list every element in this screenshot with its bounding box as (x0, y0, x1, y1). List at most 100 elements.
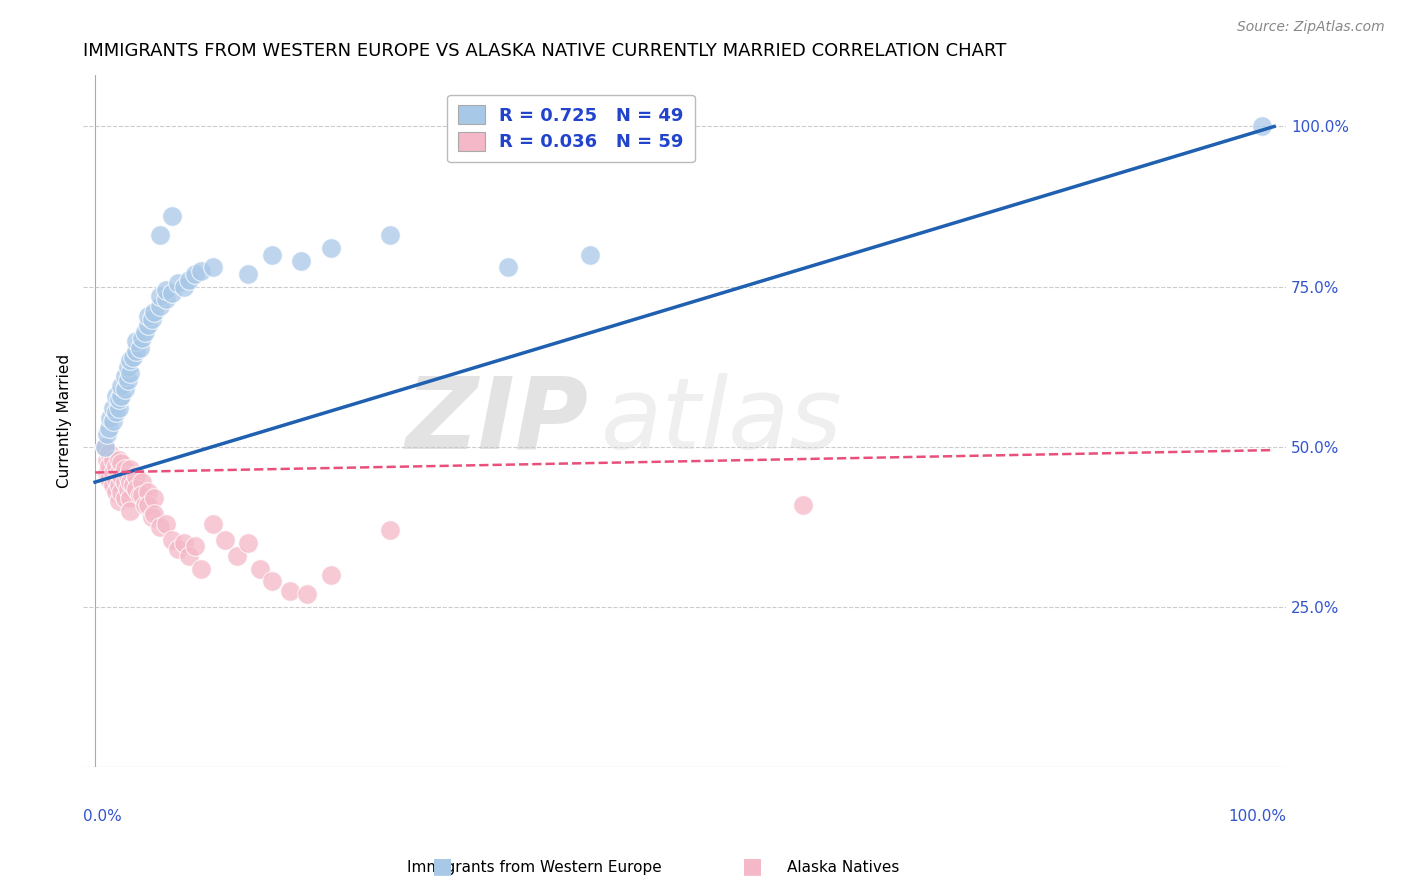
Point (136, 484, 159, 499)
Point (160, 286, 183, 301)
Point (225, 549, 247, 563)
Point (107, 452, 129, 467)
Point (125, 468, 148, 483)
Point (155, 516, 177, 531)
Point (290, 254, 312, 268)
Point (101, 478, 124, 492)
Point (131, 475, 153, 489)
Point (319, 568, 342, 582)
Point (120, 353, 142, 368)
Point (101, 401, 124, 416)
Point (134, 498, 156, 512)
Point (117, 482, 139, 496)
Point (120, 504, 142, 518)
Point (128, 488, 150, 502)
Point (96, 466, 118, 480)
Point (107, 392, 129, 406)
Text: Source: ZipAtlas.com: Source: ZipAtlas.com (1237, 20, 1385, 34)
Text: Immigrants from Western Europe: Immigrants from Western Europe (406, 861, 662, 875)
Point (160, 209, 183, 223)
Text: IMMIGRANTS FROM WESTERN EUROPE VS ALASKA NATIVE CURRENTLY MARRIED CORRELATION CH: IMMIGRANTS FROM WESTERN EUROPE VS ALASKA… (83, 42, 1007, 60)
Point (136, 309, 159, 323)
Point (114, 491, 136, 505)
Point (190, 263, 212, 277)
Point (260, 574, 283, 589)
Legend: R = 0.725   N = 49, R = 0.036   N = 59: R = 0.725 N = 49, R = 0.036 N = 59 (447, 95, 695, 162)
Point (214, 533, 236, 547)
Point (100, 411, 122, 425)
Point (131, 488, 153, 502)
Point (136, 498, 159, 512)
Point (117, 468, 139, 483)
Point (105, 459, 128, 474)
Point (98, 459, 121, 474)
Point (143, 491, 166, 505)
Point (155, 293, 177, 307)
Point (238, 267, 260, 281)
Point (128, 341, 150, 355)
Point (117, 359, 139, 374)
Point (179, 549, 201, 563)
Point (249, 561, 271, 575)
Point (260, 247, 283, 261)
Point (125, 482, 148, 496)
Point (579, 247, 602, 261)
Point (149, 299, 172, 313)
Point (125, 343, 148, 358)
Point (110, 389, 132, 403)
Point (149, 520, 172, 534)
Point (114, 462, 136, 476)
Point (121, 478, 143, 492)
Point (98, 472, 121, 486)
Point (141, 510, 163, 524)
Point (120, 366, 142, 380)
Point (278, 584, 301, 599)
Point (121, 350, 143, 364)
Point (378, 228, 401, 243)
Point (107, 401, 129, 416)
Point (134, 325, 156, 339)
Y-axis label: Currently Married: Currently Married (58, 354, 72, 488)
Point (105, 389, 128, 403)
Point (93, 440, 115, 454)
Point (93, 440, 115, 454)
Text: 0.0%: 0.0% (83, 809, 122, 824)
Point (114, 382, 136, 396)
Point (110, 379, 132, 393)
Point (96, 427, 118, 442)
Point (149, 228, 172, 243)
Point (190, 561, 212, 575)
Point (792, 498, 814, 512)
Point (120, 491, 142, 505)
Text: 100.0%: 100.0% (1227, 809, 1286, 824)
Point (173, 279, 195, 293)
Point (107, 466, 129, 480)
Point (114, 475, 136, 489)
Text: ZIP: ZIP (405, 373, 589, 470)
Point (110, 484, 132, 499)
Point (143, 507, 166, 521)
Point (101, 414, 124, 428)
Point (160, 533, 183, 547)
Point (117, 373, 139, 387)
Point (107, 494, 129, 508)
Point (101, 452, 124, 467)
Point (105, 472, 128, 486)
Point (136, 318, 159, 332)
Point (98, 446, 121, 460)
Point (96, 452, 118, 467)
Point (107, 478, 129, 492)
Point (110, 468, 132, 483)
Point (155, 283, 177, 297)
Point (201, 516, 224, 531)
Point (141, 311, 163, 326)
Point (101, 466, 124, 480)
Point (201, 260, 224, 275)
Point (120, 462, 142, 476)
Text: Alaska Natives: Alaska Natives (787, 861, 900, 875)
Point (114, 369, 136, 384)
Point (179, 273, 201, 287)
Point (184, 539, 207, 553)
Point (125, 334, 148, 348)
Point (131, 331, 153, 345)
